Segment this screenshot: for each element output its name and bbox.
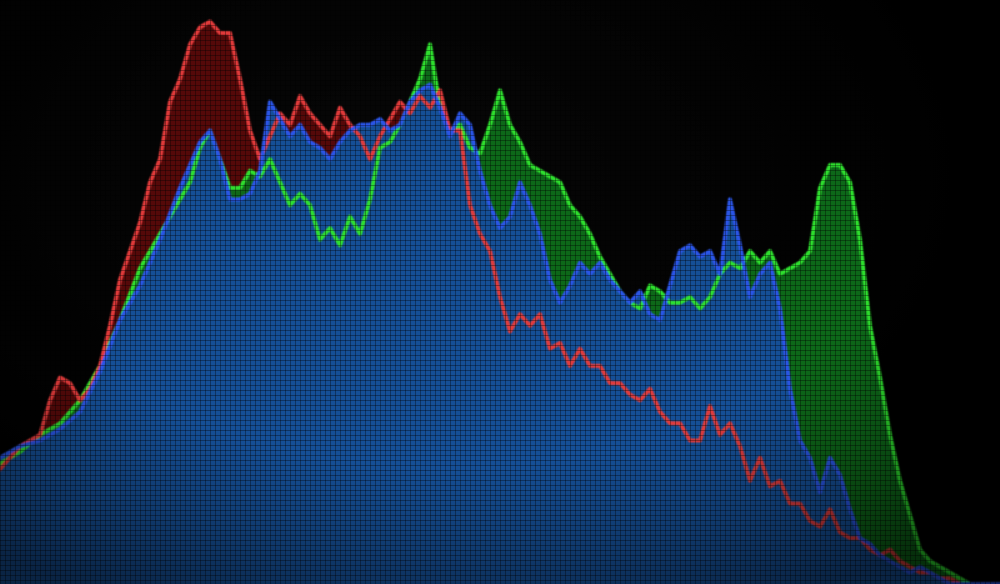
chart-area <box>0 0 1000 584</box>
area-chart <box>0 0 1000 584</box>
pixel-grid-overlay <box>0 0 1000 584</box>
